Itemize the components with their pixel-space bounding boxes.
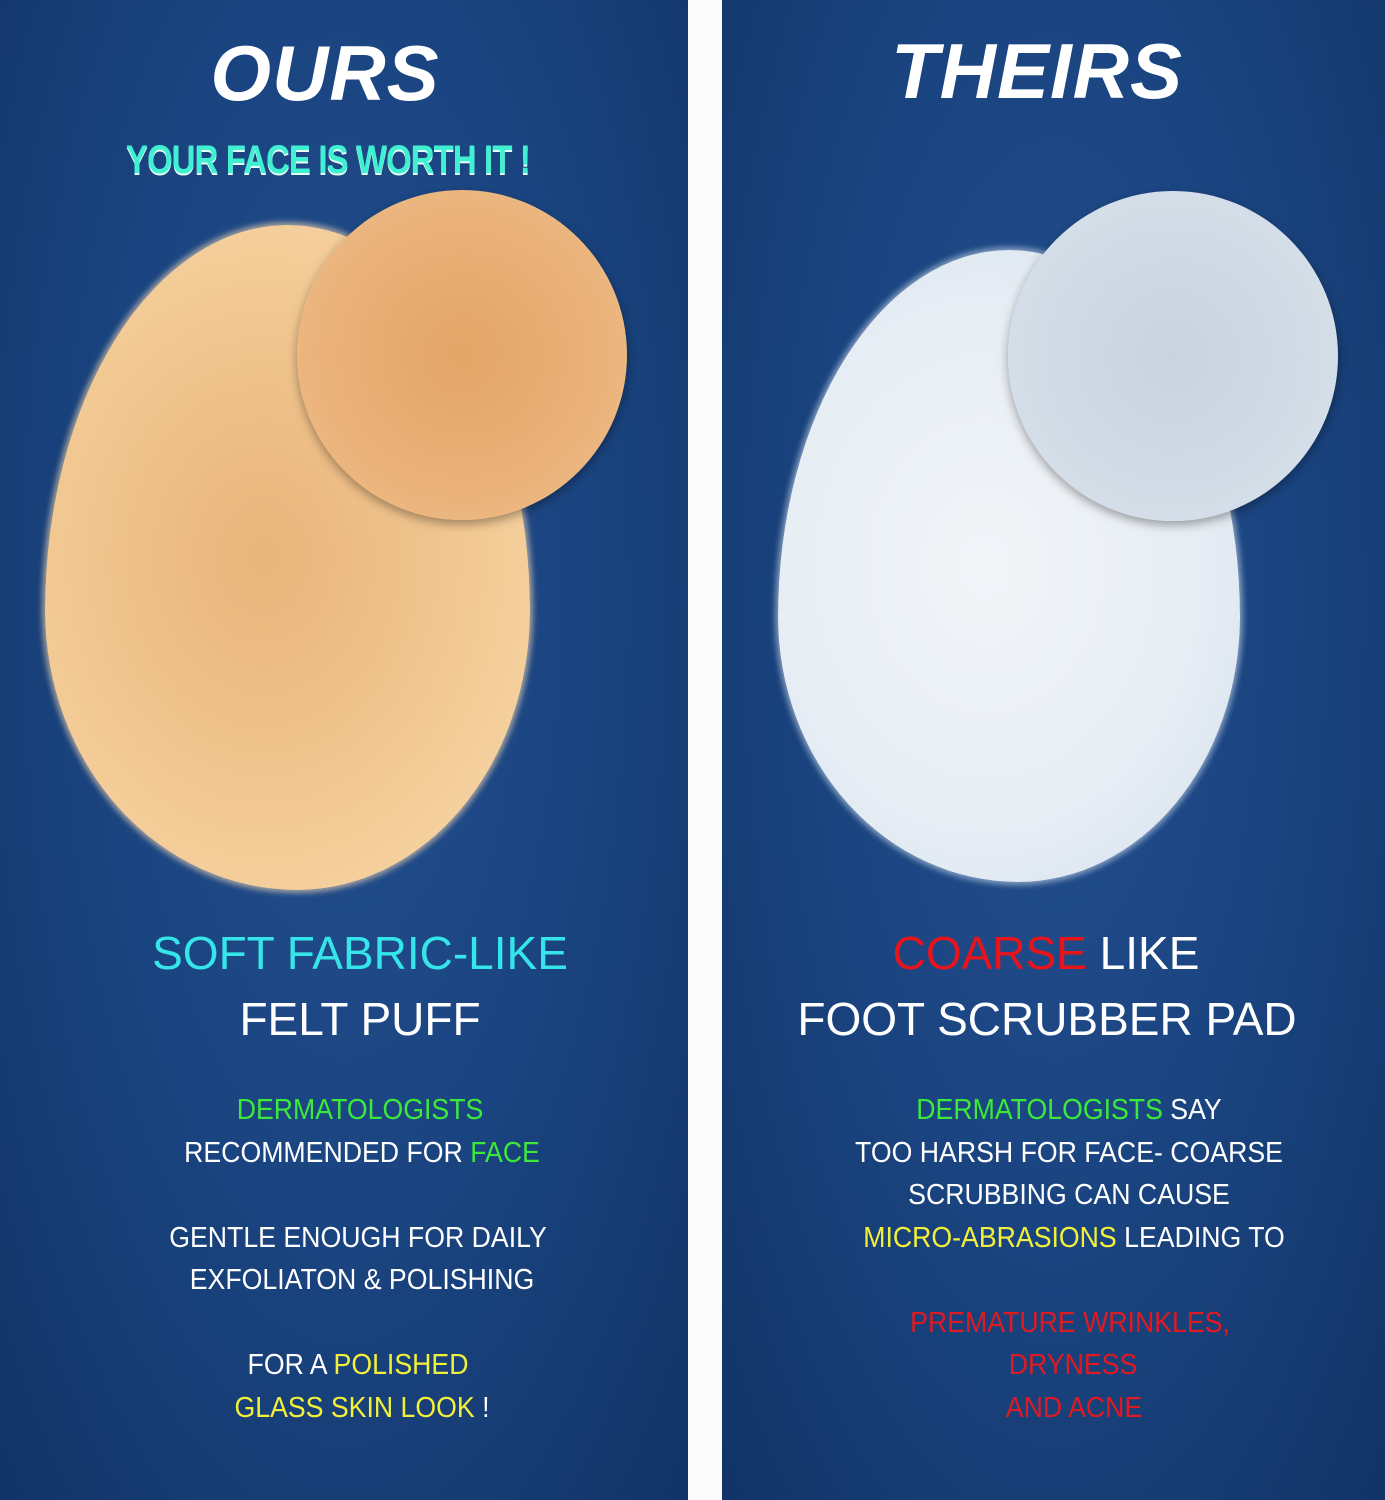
theirs-line-4b: LEADING TO [1116,1222,1285,1254]
ours-line-5b: POLISHED [333,1349,469,1381]
ours-line-3: GENTLE ENOUGH FOR DAILY [169,1222,547,1254]
ours-title: OURS [210,29,440,117]
ours-line-5: FOR A POLISHED [248,1349,469,1382]
theirs-headline-1b: LIKE [1086,927,1200,979]
ours-panel: OURS YOUR FACE IS WORTH IT ! SOFT FABRIC… [0,0,688,1500]
ours-headline-2: FELT PUFF [239,993,481,1045]
theirs-line-2: TOO HARSH FOR FACE- COARSE [855,1137,1283,1169]
theirs-line-3: SCRUBBING CAN CAUSE [908,1179,1230,1211]
theirs-headline-2: FOOT SCRUBBER PAD [797,993,1297,1045]
ours-line-4: EXFOLIATON & POLISHING [189,1264,535,1296]
theirs-panel: THEIRS COARSE LIKE FOOT SCRUBBER PAD DER… [722,0,1385,1500]
theirs-title: THEIRS [890,27,1184,115]
ours-tagline: YOUR FACE IS WORTH IT ! [126,138,531,182]
ours-line-2: RECOMMENDED FOR FACE [184,1137,540,1170]
theirs-line-6: DRYNESS [1008,1349,1138,1381]
felt-puff-closeup [297,190,627,520]
theirs-line-1: DERMATOLOGISTS SAY [916,1094,1221,1127]
ours-line-1: DERMATOLOGISTS [236,1094,484,1126]
theirs-line-4a: MICRO-ABRASIONS [863,1222,1117,1254]
divider [688,0,722,1500]
theirs-line-1b: SAY [1162,1094,1222,1126]
foot-scrubber-closeup [1008,191,1338,521]
ours-line-2a: RECOMMENDED FOR [184,1137,471,1169]
theirs-line-7: AND ACNE [1005,1392,1143,1424]
ours-headline-1: SOFT FABRIC-LIKE [152,927,568,979]
ours-line-2b: FACE [470,1137,540,1169]
theirs-headline-1: COARSE LIKE [893,926,1200,980]
ours-line-5a: FOR A [247,1349,334,1381]
theirs-headline-1a: COARSE [892,927,1087,979]
theirs-line-1a: DERMATOLOGISTS [916,1094,1163,1126]
theirs-line-5: PREMATURE WRINKLES, [910,1307,1230,1339]
ours-line-6a: GLASS SKIN LOOK [234,1392,475,1424]
ours-line-6: GLASS SKIN LOOK ! [234,1392,489,1425]
ours-line-6b: ! [474,1392,490,1424]
theirs-line-4: MICRO-ABRASIONS LEADING TO [863,1222,1285,1255]
